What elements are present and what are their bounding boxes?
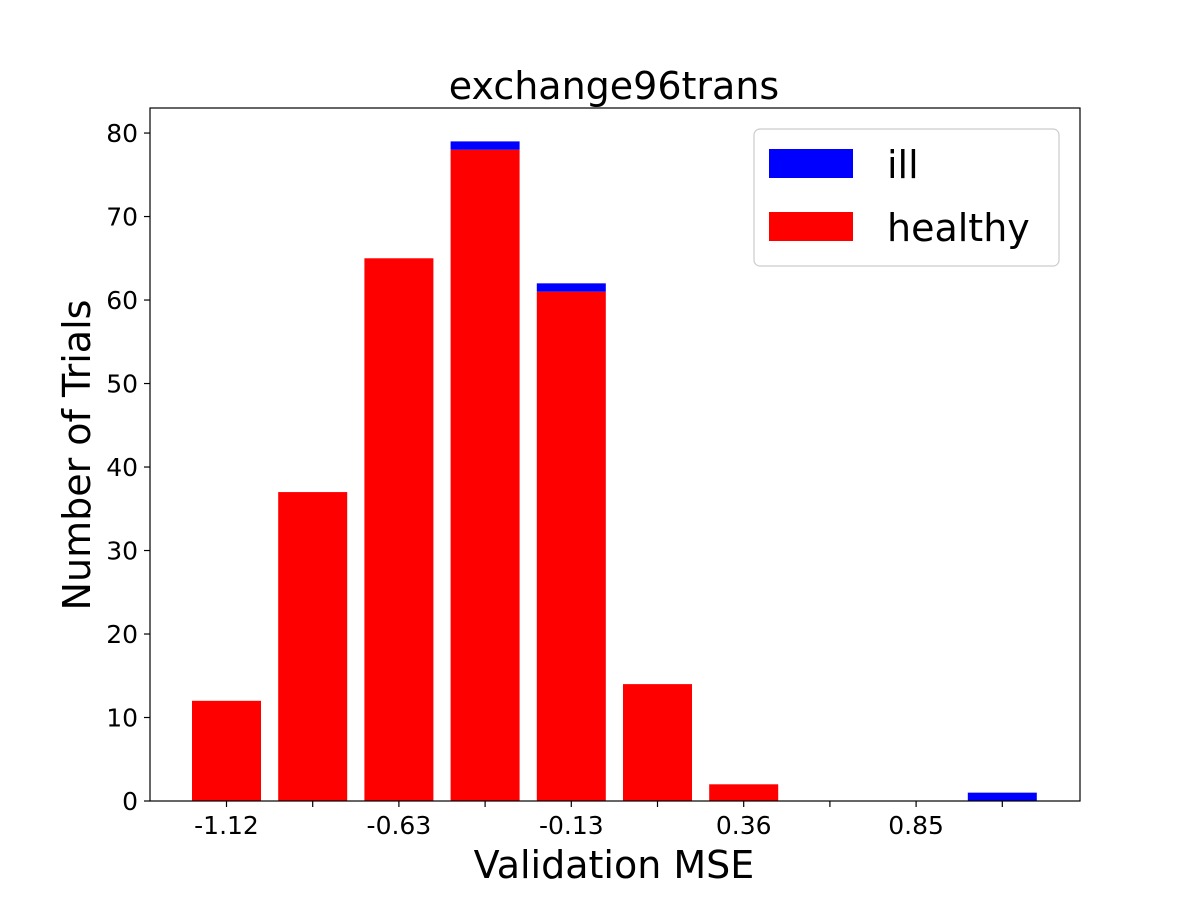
legend-label-healthy: healthy: [887, 206, 1030, 250]
legend: ill healthy: [753, 128, 1060, 267]
legend-swatch-healthy: [769, 212, 853, 241]
y-tick-label: 50: [106, 370, 138, 399]
bars-layer: [192, 141, 1037, 801]
bar-ill-4: [536, 283, 606, 292]
x-axis-label: Validation MSE: [474, 843, 755, 887]
y-tick-label: 70: [106, 203, 138, 232]
bar-healthy-4: [536, 291, 606, 801]
bar-ill-3: [450, 141, 520, 150]
bar-healthy-2: [364, 258, 434, 801]
bar-healthy-5: [623, 684, 692, 801]
x-tick-label: -0.13: [539, 811, 604, 840]
legend-swatch-ill: [769, 149, 853, 178]
bar-healthy-1: [278, 492, 348, 801]
chart-title: exchange96trans: [449, 64, 779, 108]
y-tick-label: 10: [106, 704, 138, 733]
y-tick-label: 60: [106, 286, 138, 315]
legend-label-ill: ill: [887, 143, 919, 187]
y-tick-label: 80: [106, 119, 138, 148]
plot-frame: [149, 107, 1081, 802]
y-tick-label: 30: [106, 537, 138, 566]
y-axis-label: Number of Trials: [55, 300, 99, 611]
bar-ill-9: [967, 792, 1037, 801]
bar-healthy-3: [450, 149, 520, 801]
bar-healthy-0: [192, 700, 261, 801]
x-axis: -1.12 -0.63 -0.13 0.36 0.85: [194, 801, 1003, 840]
x-tick-label: 0.36: [716, 811, 772, 840]
y-tick-label: 20: [106, 620, 138, 649]
y-tick-label: 0: [122, 787, 138, 816]
bar-healthy-6: [709, 784, 779, 801]
x-tick-label: -1.12: [194, 811, 259, 840]
x-tick-label: -0.63: [367, 811, 432, 840]
y-tick-label: 40: [106, 453, 138, 482]
x-tick-label: 0.85: [888, 811, 944, 840]
y-axis: 0 10 20 30 40 50 60 70 80: [106, 119, 150, 816]
